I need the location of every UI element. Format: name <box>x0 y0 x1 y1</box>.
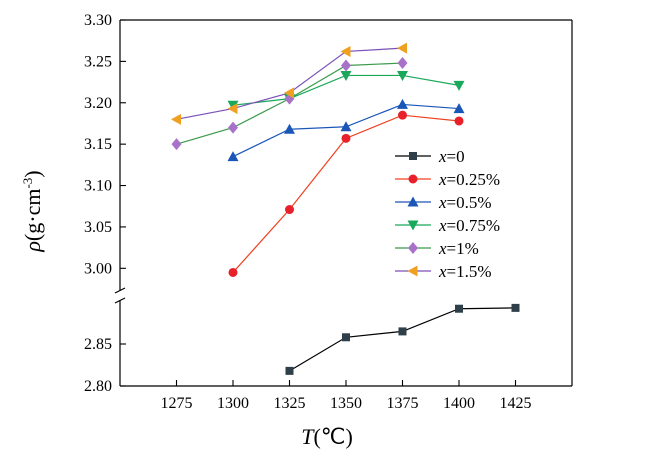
axes <box>114 19 573 387</box>
data-point <box>284 87 294 99</box>
data-point <box>285 366 294 375</box>
y-tick-label: 3.25 <box>84 53 112 70</box>
data-point <box>511 303 520 312</box>
legend-label: x=0.5% <box>438 193 492 212</box>
data-point <box>397 57 408 70</box>
tick-labels: 1275 1300 1325 1350 1375 1400 1425 3.00 3.05 3.10… <box>84 12 532 412</box>
legend-entry: x=0.25% <box>395 170 500 189</box>
y-tick-label: 2.85 <box>84 336 112 353</box>
legend-label: x=0.75% <box>438 216 500 235</box>
series-markers <box>227 98 465 162</box>
series-line <box>289 307 516 372</box>
legend-label: x=0.25% <box>438 170 500 189</box>
legend-label: x=0 <box>438 147 465 166</box>
y-tick-label: 3.05 <box>84 219 112 236</box>
series-layer <box>171 42 520 375</box>
series-markers <box>285 303 520 375</box>
x-tick-label: 1325 <box>274 395 306 412</box>
data-point <box>228 267 238 277</box>
axis-break-mark <box>114 297 126 304</box>
y-tick-label: 3.00 <box>84 260 112 277</box>
data-point <box>228 121 238 134</box>
series-line <box>176 47 403 120</box>
series-x=1.5% <box>176 47 403 120</box>
data-point <box>341 133 351 143</box>
data-point <box>407 265 418 277</box>
legend-entry: x=0 <box>395 147 465 166</box>
y-tick-label: 2.80 <box>84 378 112 395</box>
data-point <box>408 174 418 184</box>
data-point <box>397 70 408 81</box>
x-tick-label: 1400 <box>443 395 475 412</box>
y-tick-label: 3.20 <box>84 95 112 112</box>
data-point <box>398 110 407 120</box>
series-x=0 <box>289 307 516 372</box>
legend: x=0 x=0.25% x=0.5% x=0.75% x=1% x=1.5% <box>395 147 500 281</box>
legend-entry: x=1.5% <box>395 262 492 281</box>
data-point <box>171 138 182 151</box>
data-point <box>340 45 351 57</box>
data-point <box>342 333 350 342</box>
data-point <box>454 116 464 126</box>
data-point <box>455 304 463 313</box>
data-point <box>285 205 294 215</box>
legend-entry: x=0.5% <box>395 193 492 212</box>
series-markers <box>228 110 464 277</box>
data-point <box>408 242 418 254</box>
y-tick-label: 3.15 <box>84 136 112 153</box>
data-point <box>227 103 238 115</box>
x-tick-label: 1375 <box>387 395 419 412</box>
x-tick-label: 1350 <box>330 395 362 412</box>
x-tick-label: 1425 <box>500 395 532 412</box>
data-point <box>407 196 419 207</box>
y-tick-label: 3.10 <box>84 178 112 195</box>
axis-break-mark <box>114 287 126 294</box>
data-point <box>340 70 352 81</box>
x-tick-label: 1275 <box>161 395 193 412</box>
data-point <box>453 103 465 114</box>
legend-entry: x=0.75% <box>395 216 500 235</box>
data-point <box>341 59 351 72</box>
data-point <box>171 113 181 125</box>
x-tick-label: 1300 <box>217 395 249 412</box>
x-axis-label: T(℃) <box>301 424 353 449</box>
data-point <box>397 98 408 109</box>
legend-label: x=1.5% <box>438 262 492 281</box>
series-markers <box>227 70 465 111</box>
series-markers <box>171 57 408 151</box>
y-tick-label: 3.30 <box>84 12 112 29</box>
data-point <box>397 42 407 54</box>
y-axis-label: ρ(g·cm-3) <box>20 170 45 252</box>
legend-label: x=1% <box>438 239 479 258</box>
data-point <box>398 327 407 336</box>
legend-entry: x=1% <box>395 239 479 258</box>
data-point <box>227 151 239 162</box>
data-point <box>284 123 295 134</box>
data-point <box>340 121 352 132</box>
data-point <box>407 220 419 231</box>
series-markers <box>171 42 407 125</box>
data-point <box>409 152 417 160</box>
data-point <box>453 80 465 91</box>
